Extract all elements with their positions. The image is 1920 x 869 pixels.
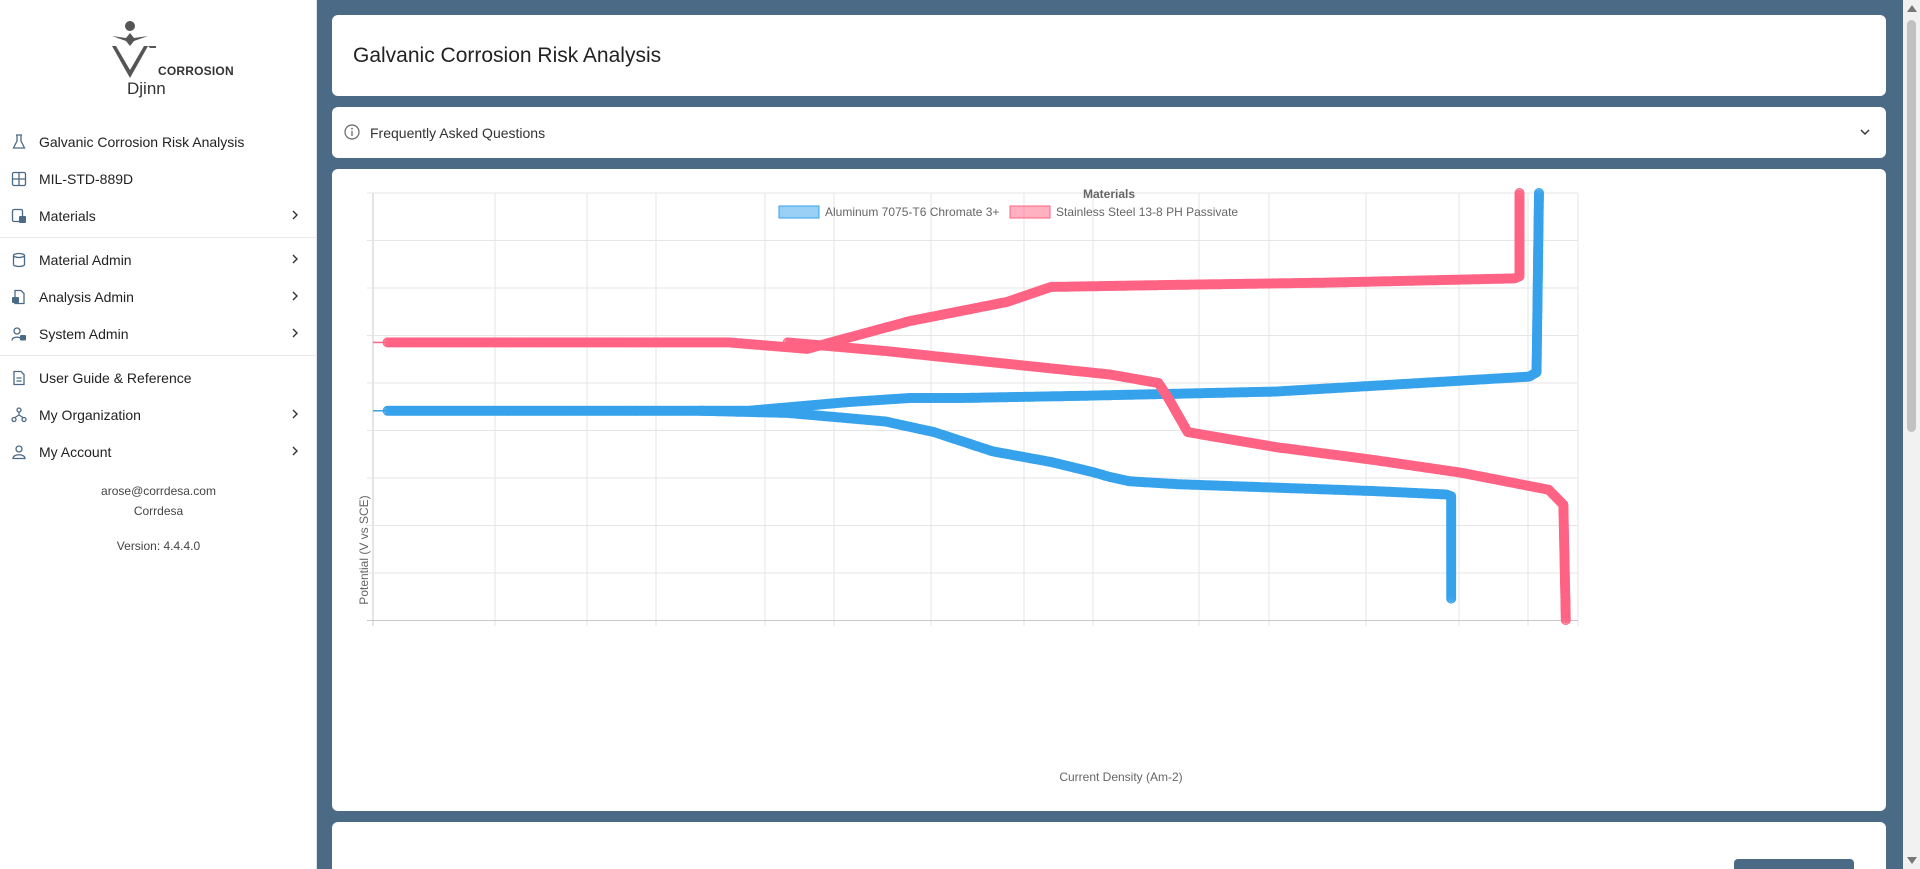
divider bbox=[0, 237, 317, 238]
series-anodic-branch bbox=[382, 188, 1525, 354]
legend-label: Aluminum 7075-T6 Chromate 3+ bbox=[825, 205, 999, 219]
page-scrollbar[interactable] bbox=[1903, 0, 1920, 869]
chart-title: Materials bbox=[1083, 187, 1135, 201]
sidebar-item-user-guide[interactable]: User Guide & Reference bbox=[0, 359, 317, 396]
sidebar-item-label: User Guide & Reference bbox=[39, 369, 192, 386]
polarization-chart: Materials Aluminum 7075-T6 Chromate 3+ St… bbox=[357, 187, 1579, 784]
materials-chart-card: Materials Aluminum 7075-T6 Chromate 3+ St… bbox=[332, 169, 1886, 811]
faq-accordion[interactable]: Frequently Asked Questions bbox=[332, 107, 1886, 158]
faq-label: Frequently Asked Questions bbox=[370, 125, 546, 141]
legend-label: Stainless Steel 13-8 PH Passivate bbox=[1056, 205, 1238, 219]
chevron-right-icon bbox=[292, 291, 298, 301]
sidebar-item-analysis-admin[interactable]: Analysis Admin bbox=[0, 278, 317, 315]
sidebar-item-system-admin[interactable]: System Admin bbox=[0, 315, 317, 352]
series-cathodic-branch bbox=[782, 337, 1571, 625]
user-email: arose@corrdesa.com bbox=[101, 484, 216, 498]
legend-swatch bbox=[778, 205, 820, 219]
chart-series bbox=[373, 188, 1571, 625]
series-cathodic-branch bbox=[694, 405, 1457, 604]
data-point bbox=[1446, 593, 1457, 604]
chevron-right-icon bbox=[292, 210, 298, 220]
flask-icon bbox=[12, 134, 26, 149]
results-card bbox=[332, 822, 1886, 869]
organization-name: Corrdesa bbox=[133, 504, 184, 518]
sidebar-item-label: Materials bbox=[39, 207, 96, 224]
scroll-up-arrow-icon[interactable] bbox=[1907, 5, 1917, 12]
page-header-card: Galvanic Corrosion Risk Analysis bbox=[332, 15, 1886, 96]
sidebar-item-materials[interactable]: Materials bbox=[0, 197, 317, 234]
info-icon bbox=[344, 124, 360, 140]
chart-legend: Aluminum 7075-T6 Chromate 3+ Stainless St… bbox=[778, 205, 1238, 219]
app-version: Version: 4.4.4.0 bbox=[116, 539, 201, 553]
series-anodic-branch bbox=[382, 188, 1544, 416]
x-axis-label: Current Density (Am-2) bbox=[1059, 770, 1182, 784]
y-axis-label: Potential (V vs SCE) bbox=[357, 495, 371, 604]
sidebar-item-label: MIL-STD-889D bbox=[39, 170, 134, 187]
document-icon bbox=[13, 370, 25, 386]
user-info: arose@corrdesa.com Corrdesa Version: 4.4… bbox=[0, 481, 317, 556]
logo-word: CORROSION bbox=[158, 64, 234, 78]
chevron-down-icon[interactable] bbox=[1859, 126, 1871, 138]
sidebar-item-label: My Account bbox=[39, 443, 112, 460]
sidebar-item-label: System Admin bbox=[39, 325, 129, 342]
page-title: Galvanic Corrosion Risk Analysis bbox=[353, 44, 662, 67]
legend-item: Stainless Steel 13-8 PH Passivate bbox=[1009, 205, 1238, 219]
user-icon bbox=[12, 445, 26, 460]
sidebar-item-label: Galvanic Corrosion Risk Analysis bbox=[39, 133, 245, 150]
corrosion-djinn-logo[interactable]: CORROSION Djinn bbox=[0, 14, 317, 104]
logo-figure-icon bbox=[112, 21, 156, 78]
divider bbox=[0, 355, 317, 356]
sidebar-item-my-organization[interactable]: My Organization bbox=[0, 396, 317, 433]
data-point bbox=[1514, 188, 1525, 198]
sidebar-item-label: Material Admin bbox=[39, 251, 132, 268]
sidebar-item-galvanic-analysis[interactable]: Galvanic Corrosion Risk Analysis bbox=[0, 123, 317, 160]
organization-icon bbox=[11, 407, 27, 423]
scrollbar-thumb[interactable] bbox=[1907, 20, 1916, 432]
data-point bbox=[1534, 188, 1544, 198]
scroll-down-arrow-icon[interactable] bbox=[1907, 857, 1917, 864]
sidebar-item-material-admin[interactable]: Material Admin bbox=[0, 241, 317, 278]
legend-item: Aluminum 7075-T6 Chromate 3+ bbox=[778, 205, 999, 219]
sidebar-item-label: Analysis Admin bbox=[39, 288, 134, 305]
table-icon bbox=[11, 171, 27, 187]
sidebar-nav: Galvanic Corrosion Risk Analysis MIL-STD… bbox=[0, 123, 317, 470]
legend-swatch bbox=[1009, 205, 1051, 219]
chevron-right-icon bbox=[292, 446, 298, 456]
user-lock-icon bbox=[11, 327, 26, 341]
chevron-right-icon bbox=[292, 254, 298, 264]
materials-icon bbox=[11, 208, 26, 223]
chart-grid bbox=[367, 192, 1579, 626]
chevron-right-icon bbox=[292, 328, 298, 338]
sidebar-item-label: My Organization bbox=[39, 406, 141, 423]
sidebar-item-my-account[interactable]: My Account bbox=[0, 433, 317, 470]
sidebar: CORROSION Djinn Galvanic Corrosion Risk … bbox=[0, 0, 317, 869]
data-point bbox=[1560, 615, 1571, 625]
logo-subtitle: Djinn bbox=[127, 79, 166, 98]
database-icon bbox=[12, 252, 26, 268]
chevron-right-icon bbox=[292, 409, 298, 419]
sidebar-item-mil-std[interactable]: MIL-STD-889D bbox=[0, 160, 317, 197]
file-lock-icon bbox=[12, 289, 25, 305]
results-action-button[interactable] bbox=[1734, 859, 1854, 869]
